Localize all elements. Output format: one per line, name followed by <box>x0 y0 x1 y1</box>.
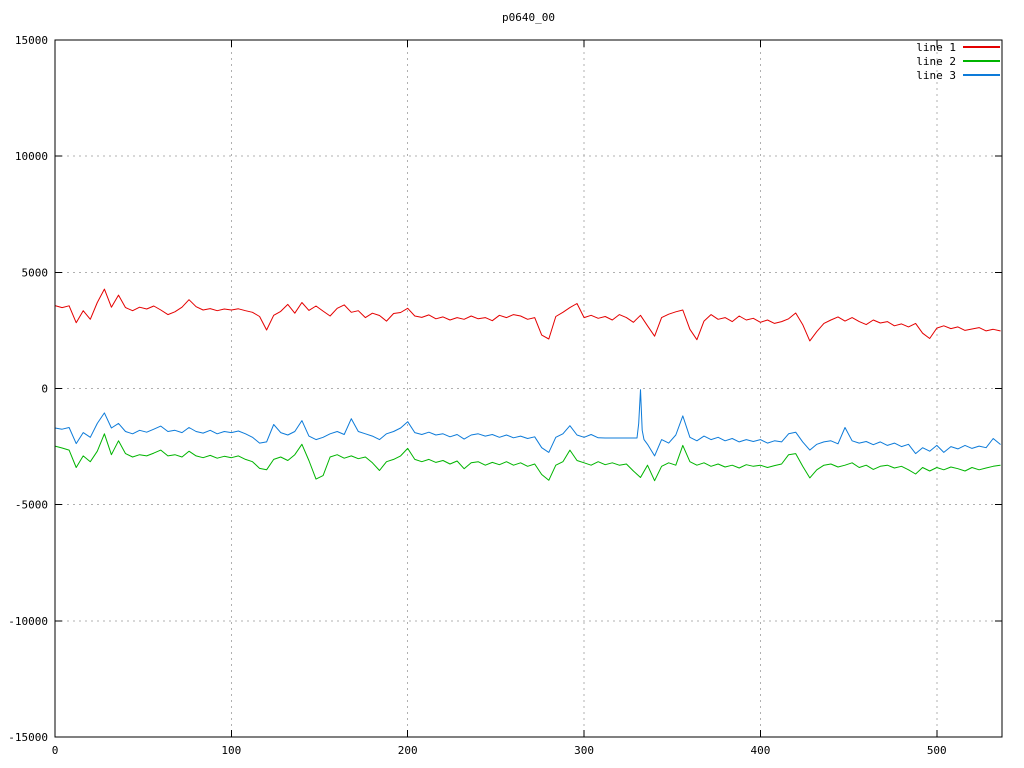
x-tick-label: 0 <box>52 744 59 757</box>
legend-swatch-line-1 <box>963 46 1000 48</box>
legend-item-line-1: line 1 <box>916 40 1000 54</box>
y-tick-label: -15000 <box>8 731 48 744</box>
x-tick-label: 200 <box>398 744 418 757</box>
legend-item-line-3: line 3 <box>916 68 1000 82</box>
x-tick-label: 400 <box>750 744 770 757</box>
legend-item-line-2: line 2 <box>916 54 1000 68</box>
series-line-2 <box>54 433 1001 482</box>
x-tick-label: 500 <box>927 744 947 757</box>
y-tick-label: 10000 <box>15 150 48 163</box>
chart-legend: line 1 line 2 line 3 <box>916 40 1000 82</box>
legend-swatch-line-3 <box>963 74 1000 76</box>
y-tick-label: -5000 <box>15 499 48 512</box>
y-tick-label: 15000 <box>15 34 48 47</box>
legend-label-line-2: line 2 <box>916 54 956 68</box>
y-tick-label: 0 <box>41 383 48 396</box>
chart-title: p0640_00 <box>502 11 555 24</box>
x-tick-label: 100 <box>221 744 241 757</box>
y-tick-label: -10000 <box>8 615 48 628</box>
x-tick-label: 300 <box>574 744 594 757</box>
legend-label-line-1: line 1 <box>916 40 956 54</box>
y-tick-label: 5000 <box>22 266 49 279</box>
legend-label-line-3: line 3 <box>916 68 956 82</box>
series-line-3 <box>54 389 1001 457</box>
series-line-1 <box>54 288 1001 342</box>
legend-swatch-line-2 <box>963 60 1000 62</box>
